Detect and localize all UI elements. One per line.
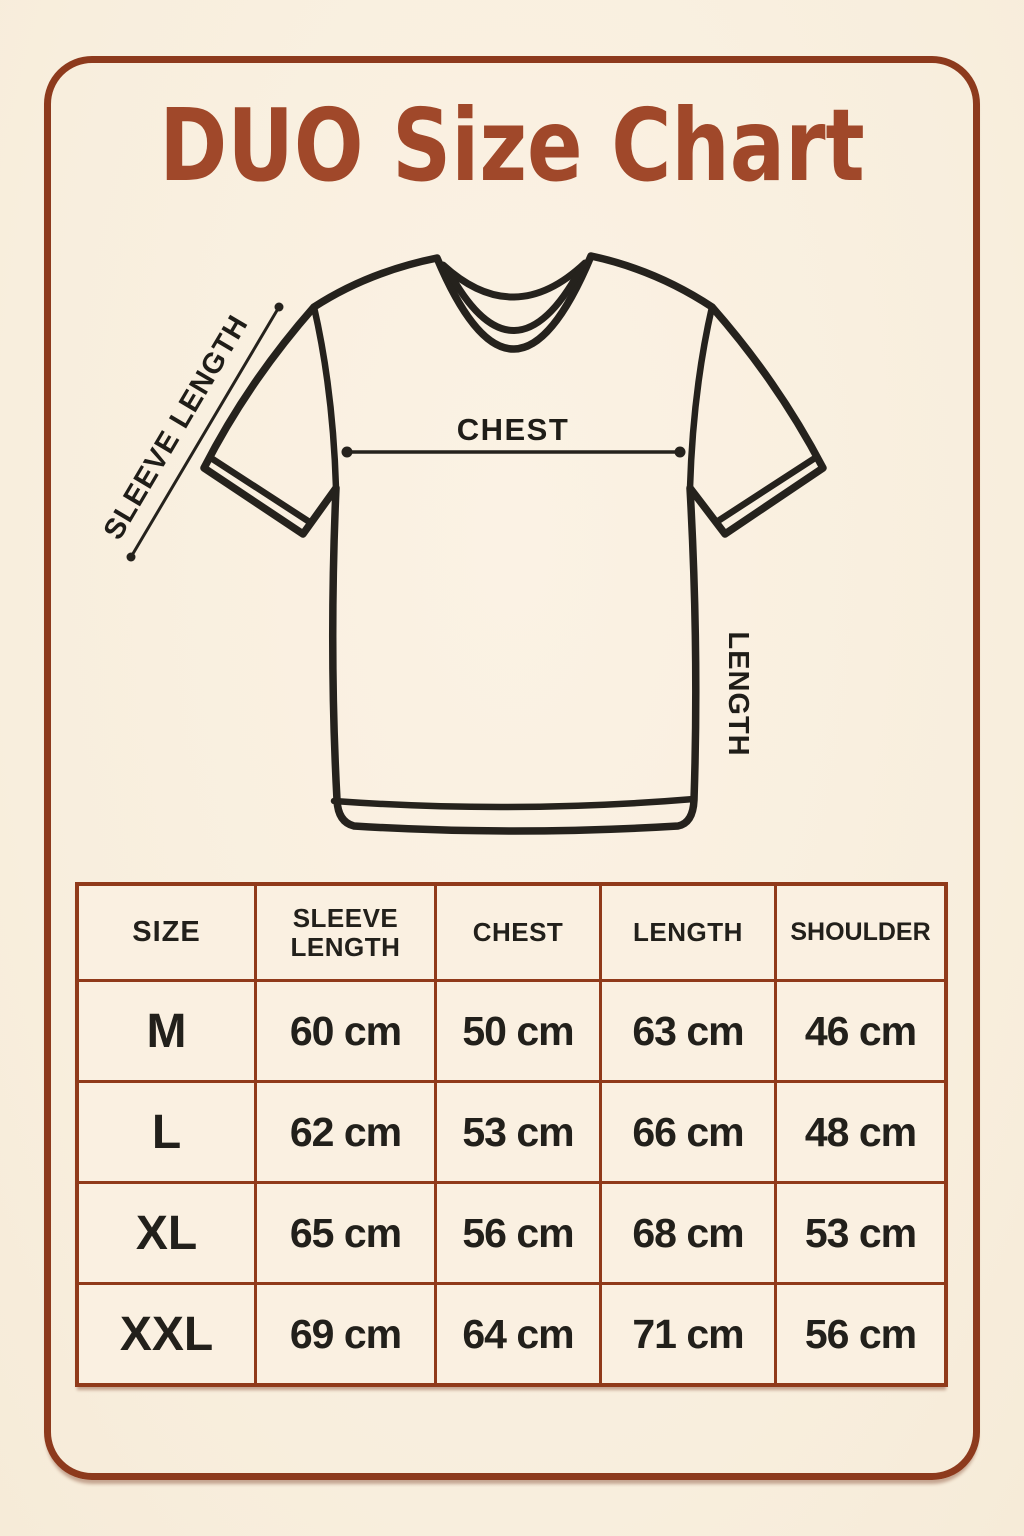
sleeve-measure-line [129, 305, 281, 559]
tshirt-diagram: CHEST SLEEVE LENGTH LENGTH [98, 252, 827, 835]
right-cuff-seam [714, 454, 819, 525]
chest-cell-l: 53 cm [437, 1083, 602, 1184]
shoulder-cell-l: 48 cm [777, 1083, 944, 1184]
size-cell-m: M [79, 982, 257, 1083]
right-armhole-seam [686, 303, 716, 492]
size-cell-xl: XL [79, 1184, 257, 1285]
page-title: DUO Size Chart [159, 87, 865, 204]
left-armhole-seam [310, 303, 340, 492]
chest-cell-xl: 56 cm [437, 1184, 602, 1285]
sleeve-cell-xl: 65 cm [257, 1184, 437, 1285]
size-cell-xxl: XXL [79, 1285, 257, 1383]
collar-middle-arc [445, 266, 584, 334]
sleeve-measure-dot-top [274, 302, 284, 312]
sleeve-cell-xxl: 69 cm [257, 1285, 437, 1383]
length-cell-m: 63 cm [602, 982, 777, 1083]
sleeve-measure-dot-bottom [126, 552, 136, 562]
sleeve-cell-l: 62 cm [257, 1083, 437, 1184]
chest-label: CHEST [457, 412, 570, 447]
length-cell-l: 66 cm [602, 1083, 777, 1184]
chest-cell-xxl: 64 cm [437, 1285, 602, 1383]
tshirt-outline [200, 252, 827, 835]
hem-seam [330, 795, 698, 811]
chest-cell-m: 50 cm [437, 982, 602, 1083]
header-sleeve-length: SLEEVE LENGTH [257, 886, 437, 982]
length-cell-xl: 68 cm [602, 1184, 777, 1285]
decorative-frame [44, 56, 980, 1480]
length-cell-xxl: 71 cm [602, 1285, 777, 1383]
header-shoulder: SHOULDER [777, 886, 944, 982]
collar-inner-arc [439, 259, 589, 301]
header-length: LENGTH [602, 886, 777, 982]
shoulder-cell-m: 46 cm [777, 982, 944, 1083]
shoulder-cell-xxl: 56 cm [804, 1310, 917, 1357]
sleeve-length-label: SLEEVE LENGTH [98, 310, 255, 546]
shoulder-cell-xl: 53 cm [777, 1184, 944, 1285]
sleeve-cell-m: 60 cm [257, 982, 437, 1083]
left-cuff-seam [207, 454, 312, 525]
length-label: LENGTH [722, 631, 754, 756]
header-size: SIZE [79, 886, 257, 982]
chest-measure-dot-left [341, 446, 353, 458]
chest-measure-dot-right [674, 446, 686, 458]
size-cell-l: L [79, 1083, 257, 1184]
size-table: SIZE SLEEVE LENGTH CHEST LENGTH SHOULDER… [75, 882, 948, 1387]
header-chest: CHEST [437, 886, 602, 982]
